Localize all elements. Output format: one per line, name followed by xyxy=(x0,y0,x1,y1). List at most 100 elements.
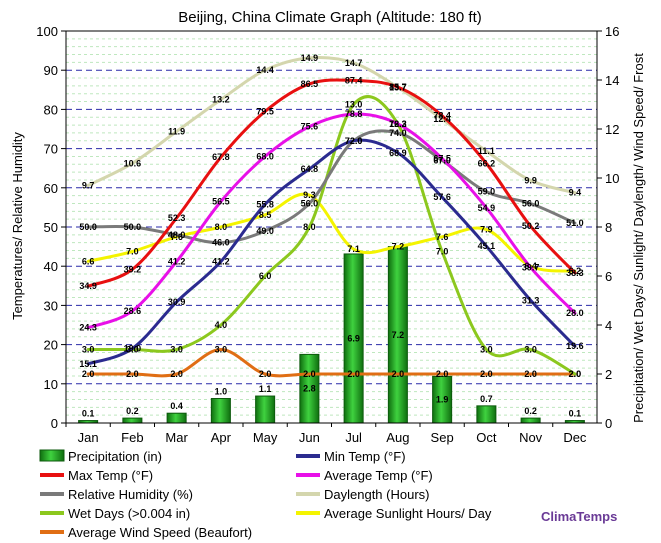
data-label-min-temp-f: 19.0 xyxy=(124,344,142,354)
data-label-average-temp-f: 68.0 xyxy=(256,151,274,161)
axes: 0 10 20 30 40 50 60 70 80 90 100 0 2 4 6 8 10 12 14 16 Jan Fe… xyxy=(36,24,619,445)
data-label-average-wind-speed-beaufort: 2.0 xyxy=(82,369,95,379)
data-label-daylength-hours: 9.9 xyxy=(524,175,537,185)
data-label-relative-humidity: 72.0 xyxy=(345,136,363,146)
data-label-daylength-hours: 13.7 xyxy=(389,82,407,92)
y-axis-left-title: Temperatures/ Relative Humidity xyxy=(10,132,25,320)
x-tick-label: Nov xyxy=(519,430,543,445)
series-line-max-temp-f xyxy=(86,78,577,288)
data-label-min-temp-f: 31.3 xyxy=(522,295,540,305)
y-right-tick-label: 4 xyxy=(605,318,612,333)
data-label-wet-days-0-004-in: 4.0 xyxy=(215,320,228,330)
brand-label: ClimaTemps xyxy=(541,509,617,524)
x-tick-label: Feb xyxy=(121,430,143,445)
data-label-max-temp-f: 85.7 xyxy=(389,82,407,92)
data-label-daylength-hours: 9.4 xyxy=(569,188,582,198)
data-label-daylength-hours: 11.1 xyxy=(478,146,495,156)
y-right-tick-label: 10 xyxy=(605,171,619,186)
data-label-min-temp-f: 45.1 xyxy=(478,241,496,251)
legend-label-relative-humidity: Relative Humidity (%) xyxy=(68,487,193,502)
data-label-average-temp-f: 56.5 xyxy=(212,197,230,207)
data-label-min-temp-f: 55.8 xyxy=(256,199,274,209)
y-left-tick-label: 40 xyxy=(44,259,58,274)
precipitation-value-label: 2.8 xyxy=(303,384,316,394)
y-left-tick-label: 0 xyxy=(51,416,58,431)
data-label-wet-days-0-004-in: 3.0 xyxy=(524,345,537,355)
x-tick-label: Sep xyxy=(431,430,454,445)
data-label-average-sunlight-hours-day: 7.0 xyxy=(126,247,139,257)
y-right-tick-label: 14 xyxy=(605,73,619,88)
data-label-average-wind-speed-beaufort: 2.0 xyxy=(436,369,449,379)
series-line-daylength-hours xyxy=(86,55,577,195)
data-label-average-sunlight-hours-day: 8.0 xyxy=(215,222,228,232)
data-label-relative-humidity: 49.0 xyxy=(256,226,274,236)
data-label-max-temp-f: 78.4 xyxy=(433,111,451,121)
data-label-average-sunlight-hours-day: 7.1 xyxy=(347,244,360,254)
y-right-tick-label: 16 xyxy=(605,24,619,39)
data-label-min-temp-f: 57.6 xyxy=(433,192,451,202)
data-label-daylength-hours: 11.9 xyxy=(168,126,185,136)
data-label-min-temp-f: 64.8 xyxy=(301,164,319,174)
data-label-average-wind-speed-beaufort: 2.0 xyxy=(259,369,272,379)
data-label-average-temp-f: 75.6 xyxy=(301,122,319,132)
series-line-relative-humidity xyxy=(86,129,577,245)
data-label-max-temp-f: 86.5 xyxy=(301,79,319,89)
series-line-average-temp-f xyxy=(86,112,577,330)
x-tick-label: Dec xyxy=(563,430,587,445)
data-label-wet-days-0-004-in: 13.0 xyxy=(345,100,363,110)
data-label-average-wind-speed-beaufort: 2.0 xyxy=(347,369,360,379)
data-label-average-wind-speed-beaufort: 2.0 xyxy=(480,369,493,379)
x-tick-label: Mar xyxy=(165,430,188,445)
data-label-max-temp-f: 50.2 xyxy=(522,221,540,231)
precipitation-bar xyxy=(476,405,497,424)
data-label-wet-days-0-004-in: 6.0 xyxy=(259,271,272,281)
legend-label-average-sunlight-hours-day: Average Sunlight Hours/ Day xyxy=(324,506,492,521)
data-label-average-wind-speed-beaufort: 2.0 xyxy=(392,369,405,379)
data-label-wet-days-0-004-in: 3.0 xyxy=(126,345,139,355)
data-label-max-temp-f: 39.2 xyxy=(124,264,142,274)
data-label-daylength-hours: 12.4 xyxy=(433,114,451,124)
precipitation-bar xyxy=(166,412,187,424)
y-left-tick-label: 70 xyxy=(44,142,58,157)
data-label-average-sunlight-hours-day: 7.2 xyxy=(392,242,405,252)
y-left-tick-label: 100 xyxy=(36,24,58,39)
precipitation-bar xyxy=(210,398,231,424)
data-label-average-temp-f: 24.3 xyxy=(79,323,97,333)
data-label-average-temp-f: 78.8 xyxy=(345,109,363,119)
data-label-average-temp-f: 54.9 xyxy=(478,203,496,213)
precipitation-value-label: 0.1 xyxy=(82,409,95,419)
x-tick-label: Jul xyxy=(345,430,362,445)
legend-label-precipitation-in: Precipitation (in) xyxy=(68,449,162,464)
data-label-relative-humidity: 56.0 xyxy=(522,198,540,208)
data-label-max-temp-f: 79.5 xyxy=(256,106,274,116)
data-label-max-temp-f: 66.2 xyxy=(478,158,496,168)
chart-title: Beijing, China Climate Graph (Altitude: … xyxy=(178,9,481,26)
y-right-tick-label: 12 xyxy=(605,122,619,137)
y-left-tick-label: 20 xyxy=(44,338,58,353)
precipitation-value-label: 0.2 xyxy=(524,406,537,416)
data-label-daylength-hours: 13.2 xyxy=(212,95,230,105)
y-axis-right-title: Precipitation/ Wet Days/ Sunlight/ Dayle… xyxy=(631,53,646,423)
data-label-daylength-hours: 14.9 xyxy=(301,53,319,63)
precipitation-value-label: 1.1 xyxy=(259,384,272,394)
data-label-average-temp-f: 28.0 xyxy=(566,308,584,318)
grid xyxy=(66,38,597,416)
x-tick-label: Apr xyxy=(211,430,232,445)
data-label-average-sunlight-hours-day: 8.5 xyxy=(259,210,272,220)
y-right-tick-label: 2 xyxy=(605,367,612,382)
data-label-average-wind-speed-beaufort: 2.0 xyxy=(524,369,537,379)
legend-swatch-precipitation-in xyxy=(39,449,65,462)
data-label-average-sunlight-hours-day: 7.6 xyxy=(436,232,449,242)
data-label-average-sunlight-hours-day: 6.4 xyxy=(524,261,537,271)
legend-label-average-wind-speed-beaufort: Average Wind Speed (Beaufort) xyxy=(68,525,252,540)
series-lines xyxy=(86,55,577,378)
data-label-average-sunlight-hours-day: 9.3 xyxy=(303,190,316,200)
data-label-average-temp-f: 41.2 xyxy=(168,256,186,266)
legend: Precipitation (in) Min Temp (°F) Max Temp … xyxy=(39,449,492,540)
data-label-average-temp-f: 67.5 xyxy=(433,153,451,163)
data-label-average-temp-f: 28.6 xyxy=(124,306,142,316)
data-label-wet-days-0-004-in: 3.0 xyxy=(82,345,95,355)
precipitation-value-label: 0.2 xyxy=(126,406,139,416)
data-label-max-temp-f: 52.3 xyxy=(168,213,186,223)
data-label-daylength-hours: 14.7 xyxy=(345,58,363,68)
